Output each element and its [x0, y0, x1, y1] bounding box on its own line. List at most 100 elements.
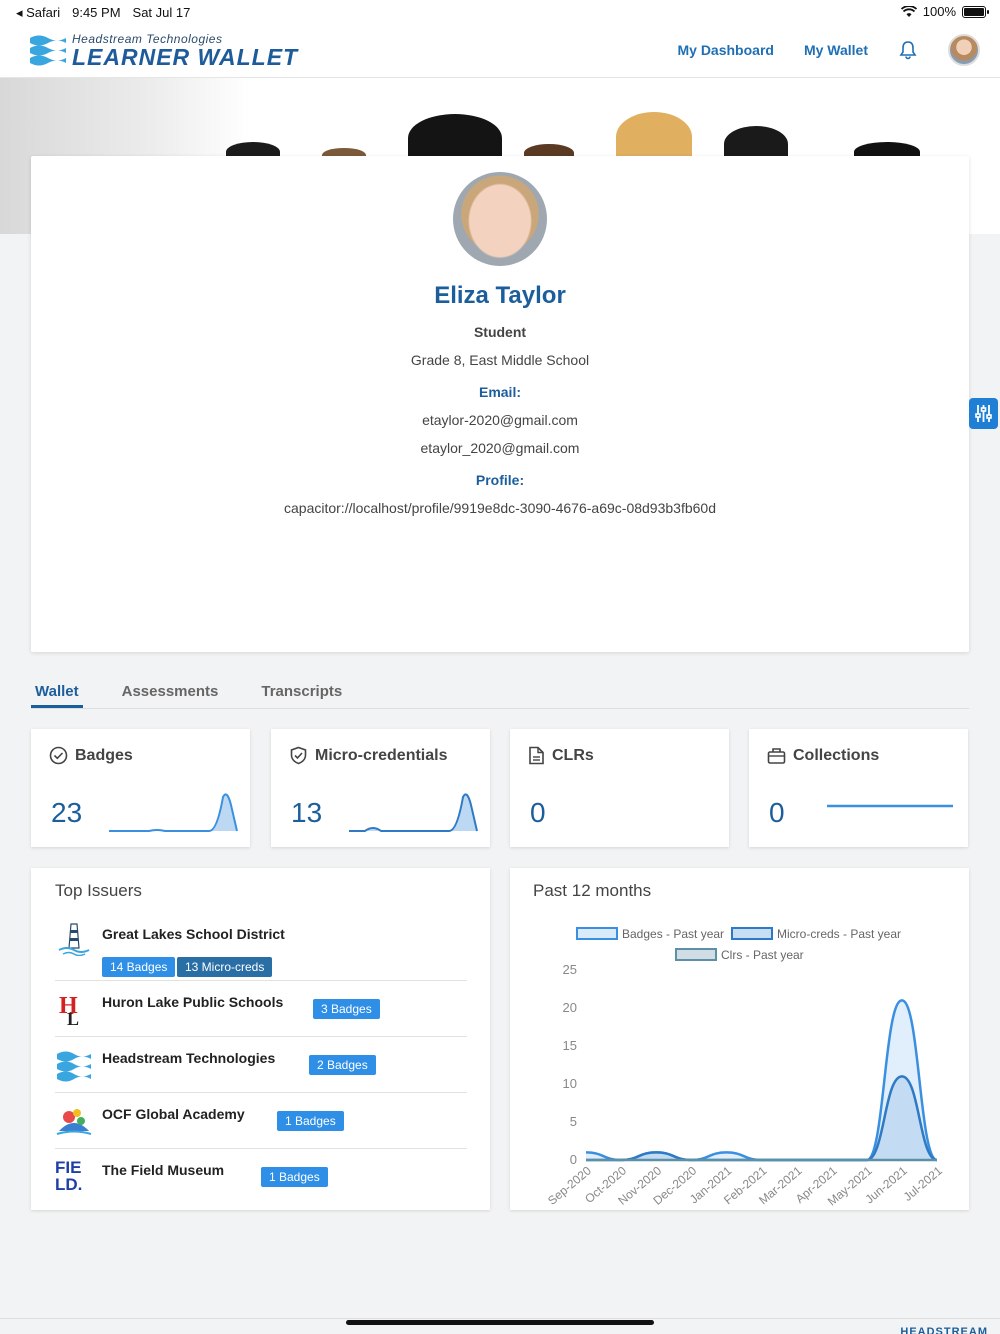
logo-product: LEARNER WALLET: [72, 44, 299, 70]
top-issuers-title: Top Issuers: [55, 881, 142, 900]
profile-card: Eliza Taylor Student Grade 8, East Middl…: [31, 156, 969, 652]
banner-person: [408, 114, 502, 162]
clrs-count: 0: [530, 797, 546, 828]
lighthouse-logo-icon: [58, 923, 90, 956]
issuer-badges-tag[interactable]: 14 Badges: [102, 957, 176, 977]
chart-title: Past 12 months: [533, 881, 652, 900]
issuer-name[interactable]: The Field Museum: [102, 1162, 225, 1178]
legend-badges[interactable]: Badges - Past year: [622, 927, 724, 941]
field-museum-logo-icon: FIE LD.: [55, 1158, 82, 1193]
micro-credentials-card[interactable]: Micro-credentials 13: [271, 729, 490, 847]
battery-percent: 100%: [922, 4, 956, 19]
y-tick-label: 25: [563, 962, 577, 977]
profile-avatar: [453, 172, 547, 266]
micro-credentials-count: 13: [291, 797, 323, 828]
sliders-icon: [975, 405, 992, 422]
email-primary[interactable]: etaylor-2020@gmail.com: [422, 412, 578, 428]
issuer-name[interactable]: Headstream Technologies: [102, 1050, 276, 1066]
status-date: Sat Jul 17: [132, 5, 191, 20]
profile-url[interactable]: capacitor://localhost/profile/9919e8dc-3…: [284, 500, 716, 516]
user-avatar[interactable]: [948, 34, 980, 66]
legend-clrs[interactable]: Clrs - Past year: [721, 948, 804, 962]
collections-sparkline: [827, 804, 953, 808]
profile-role: Student: [473, 324, 527, 340]
issuer-name[interactable]: Huron Lake Public Schools: [102, 994, 284, 1010]
y-tick-label: 15: [563, 1038, 577, 1053]
battery-icon: [962, 5, 989, 18]
issuer-row[interactable]: FIE LD. The Field Museum 1 Badges: [55, 1149, 467, 1205]
y-tick-label: 10: [563, 1076, 577, 1091]
tab-assessments[interactable]: Assessments: [121, 683, 219, 700]
home-indicator[interactable]: [346, 1320, 654, 1325]
issuer-badges-tag[interactable]: 2 Badges: [309, 1055, 376, 1075]
clrs-card[interactable]: CLRs 0: [510, 729, 729, 847]
collections-count: 0: [769, 797, 785, 828]
wifi-icon: [900, 5, 917, 17]
series-area-1: [586, 1076, 937, 1160]
past-12-months-chart: Badges - Past year Micro-creds - Past ye…: [545, 927, 946, 1209]
briefcase-icon: [767, 748, 786, 764]
micro-credentials-sparkline: [349, 793, 478, 832]
badges-count: 23: [51, 797, 83, 828]
collections-card[interactable]: Collections 0: [749, 729, 968, 847]
past-12-months-card: Past 12 months Badges - Past year Micro-…: [510, 868, 969, 1210]
footer: [0, 1318, 1000, 1334]
badges-card[interactable]: Badges 23: [31, 729, 250, 847]
nav-my-wallet[interactable]: My Wallet: [803, 42, 868, 58]
clrs-card-title: CLRs: [552, 746, 594, 764]
email-label: Email:: [478, 384, 521, 400]
svg-text:L: L: [67, 1009, 79, 1027]
headstream-logo-icon: [57, 1051, 91, 1082]
svg-text:LD.: LD.: [55, 1175, 82, 1193]
y-tick-label: 5: [570, 1114, 577, 1129]
shield-check-icon: [290, 746, 307, 765]
wallet-tabs: Wallet Assessments Transcripts: [31, 675, 969, 709]
legend-swatch-micro-creds[interactable]: [731, 927, 773, 940]
top-issuers-card: Top Issuers Great Lakes School District …: [31, 868, 490, 1210]
huron-lake-logo-icon: H L: [59, 993, 79, 1027]
ocf-academy-logo-icon: [56, 1109, 92, 1135]
legend-swatch-clrs[interactable]: [675, 948, 717, 961]
x-tick-label: Jul-2021: [901, 1163, 946, 1204]
settings-sliders-button[interactable]: [969, 398, 998, 429]
issuer-row[interactable]: H L Huron Lake Public Schools 3 Badges: [55, 981, 467, 1037]
badges-card-title: Badges: [75, 746, 133, 764]
issuer-badges-tag[interactable]: 3 Badges: [313, 999, 380, 1019]
issuer-row[interactable]: OCF Global Academy 1 Badges: [55, 1093, 467, 1149]
logo-company: Headstream Technologies: [72, 32, 223, 46]
collections-card-title: Collections: [793, 746, 880, 764]
issuer-badges-tag[interactable]: 1 Badges: [261, 1167, 328, 1187]
app-logo[interactable]: Headstream Technologies LEARNER WALLET: [30, 32, 299, 70]
status-time: 9:45 PM: [72, 5, 121, 20]
y-tick-label: 0: [570, 1152, 577, 1167]
tab-transcripts[interactable]: Transcripts: [261, 683, 343, 700]
issuer-name[interactable]: Great Lakes School District: [102, 926, 285, 942]
tab-wallet[interactable]: Wallet: [31, 675, 83, 708]
profile-name: Eliza Taylor: [434, 282, 566, 309]
profile-url-label: Profile:: [475, 472, 525, 488]
bell-icon[interactable]: [898, 40, 918, 60]
badge-check-icon: [49, 746, 68, 765]
issuer-micro-creds-tag[interactable]: 13 Micro-creds: [177, 957, 273, 977]
back-to-app[interactable]: ◂ Safari: [16, 5, 61, 20]
legend-micro-creds[interactable]: Micro-creds - Past year: [777, 927, 901, 941]
micro-credentials-card-title: Micro-credentials: [315, 746, 448, 764]
document-icon: [529, 746, 544, 765]
svg-text:H: H: [59, 993, 78, 1019]
profile-school: Grade 8, East Middle School: [410, 352, 590, 368]
waves-logo-icon: [30, 35, 66, 66]
app-header: Headstream Technologies LEARNER WALLET M…: [0, 24, 1000, 78]
badges-sparkline: [109, 793, 238, 832]
nav-my-dashboard[interactable]: My Dashboard: [677, 42, 774, 58]
issuer-badges-tag[interactable]: 1 Badges: [277, 1111, 344, 1131]
banner-person: [616, 112, 692, 162]
y-tick-label: 20: [563, 1000, 577, 1015]
issuer-row[interactable]: Great Lakes School District 14 Badges 13…: [55, 914, 467, 981]
legend-swatch-badges[interactable]: [576, 927, 618, 940]
issuer-row[interactable]: Headstream Technologies 2 Badges: [55, 1037, 467, 1093]
issuer-name[interactable]: OCF Global Academy: [102, 1106, 245, 1122]
email-secondary[interactable]: etaylor_2020@gmail.com: [420, 440, 580, 456]
status-bar: ◂ Safari 9:45 PM Sat Jul 17 100%: [0, 0, 1000, 24]
footer-logo: HEADSTREAM: [900, 1326, 988, 1334]
chart-legend: Badges - Past year Micro-creds - Past ye…: [576, 927, 901, 962]
